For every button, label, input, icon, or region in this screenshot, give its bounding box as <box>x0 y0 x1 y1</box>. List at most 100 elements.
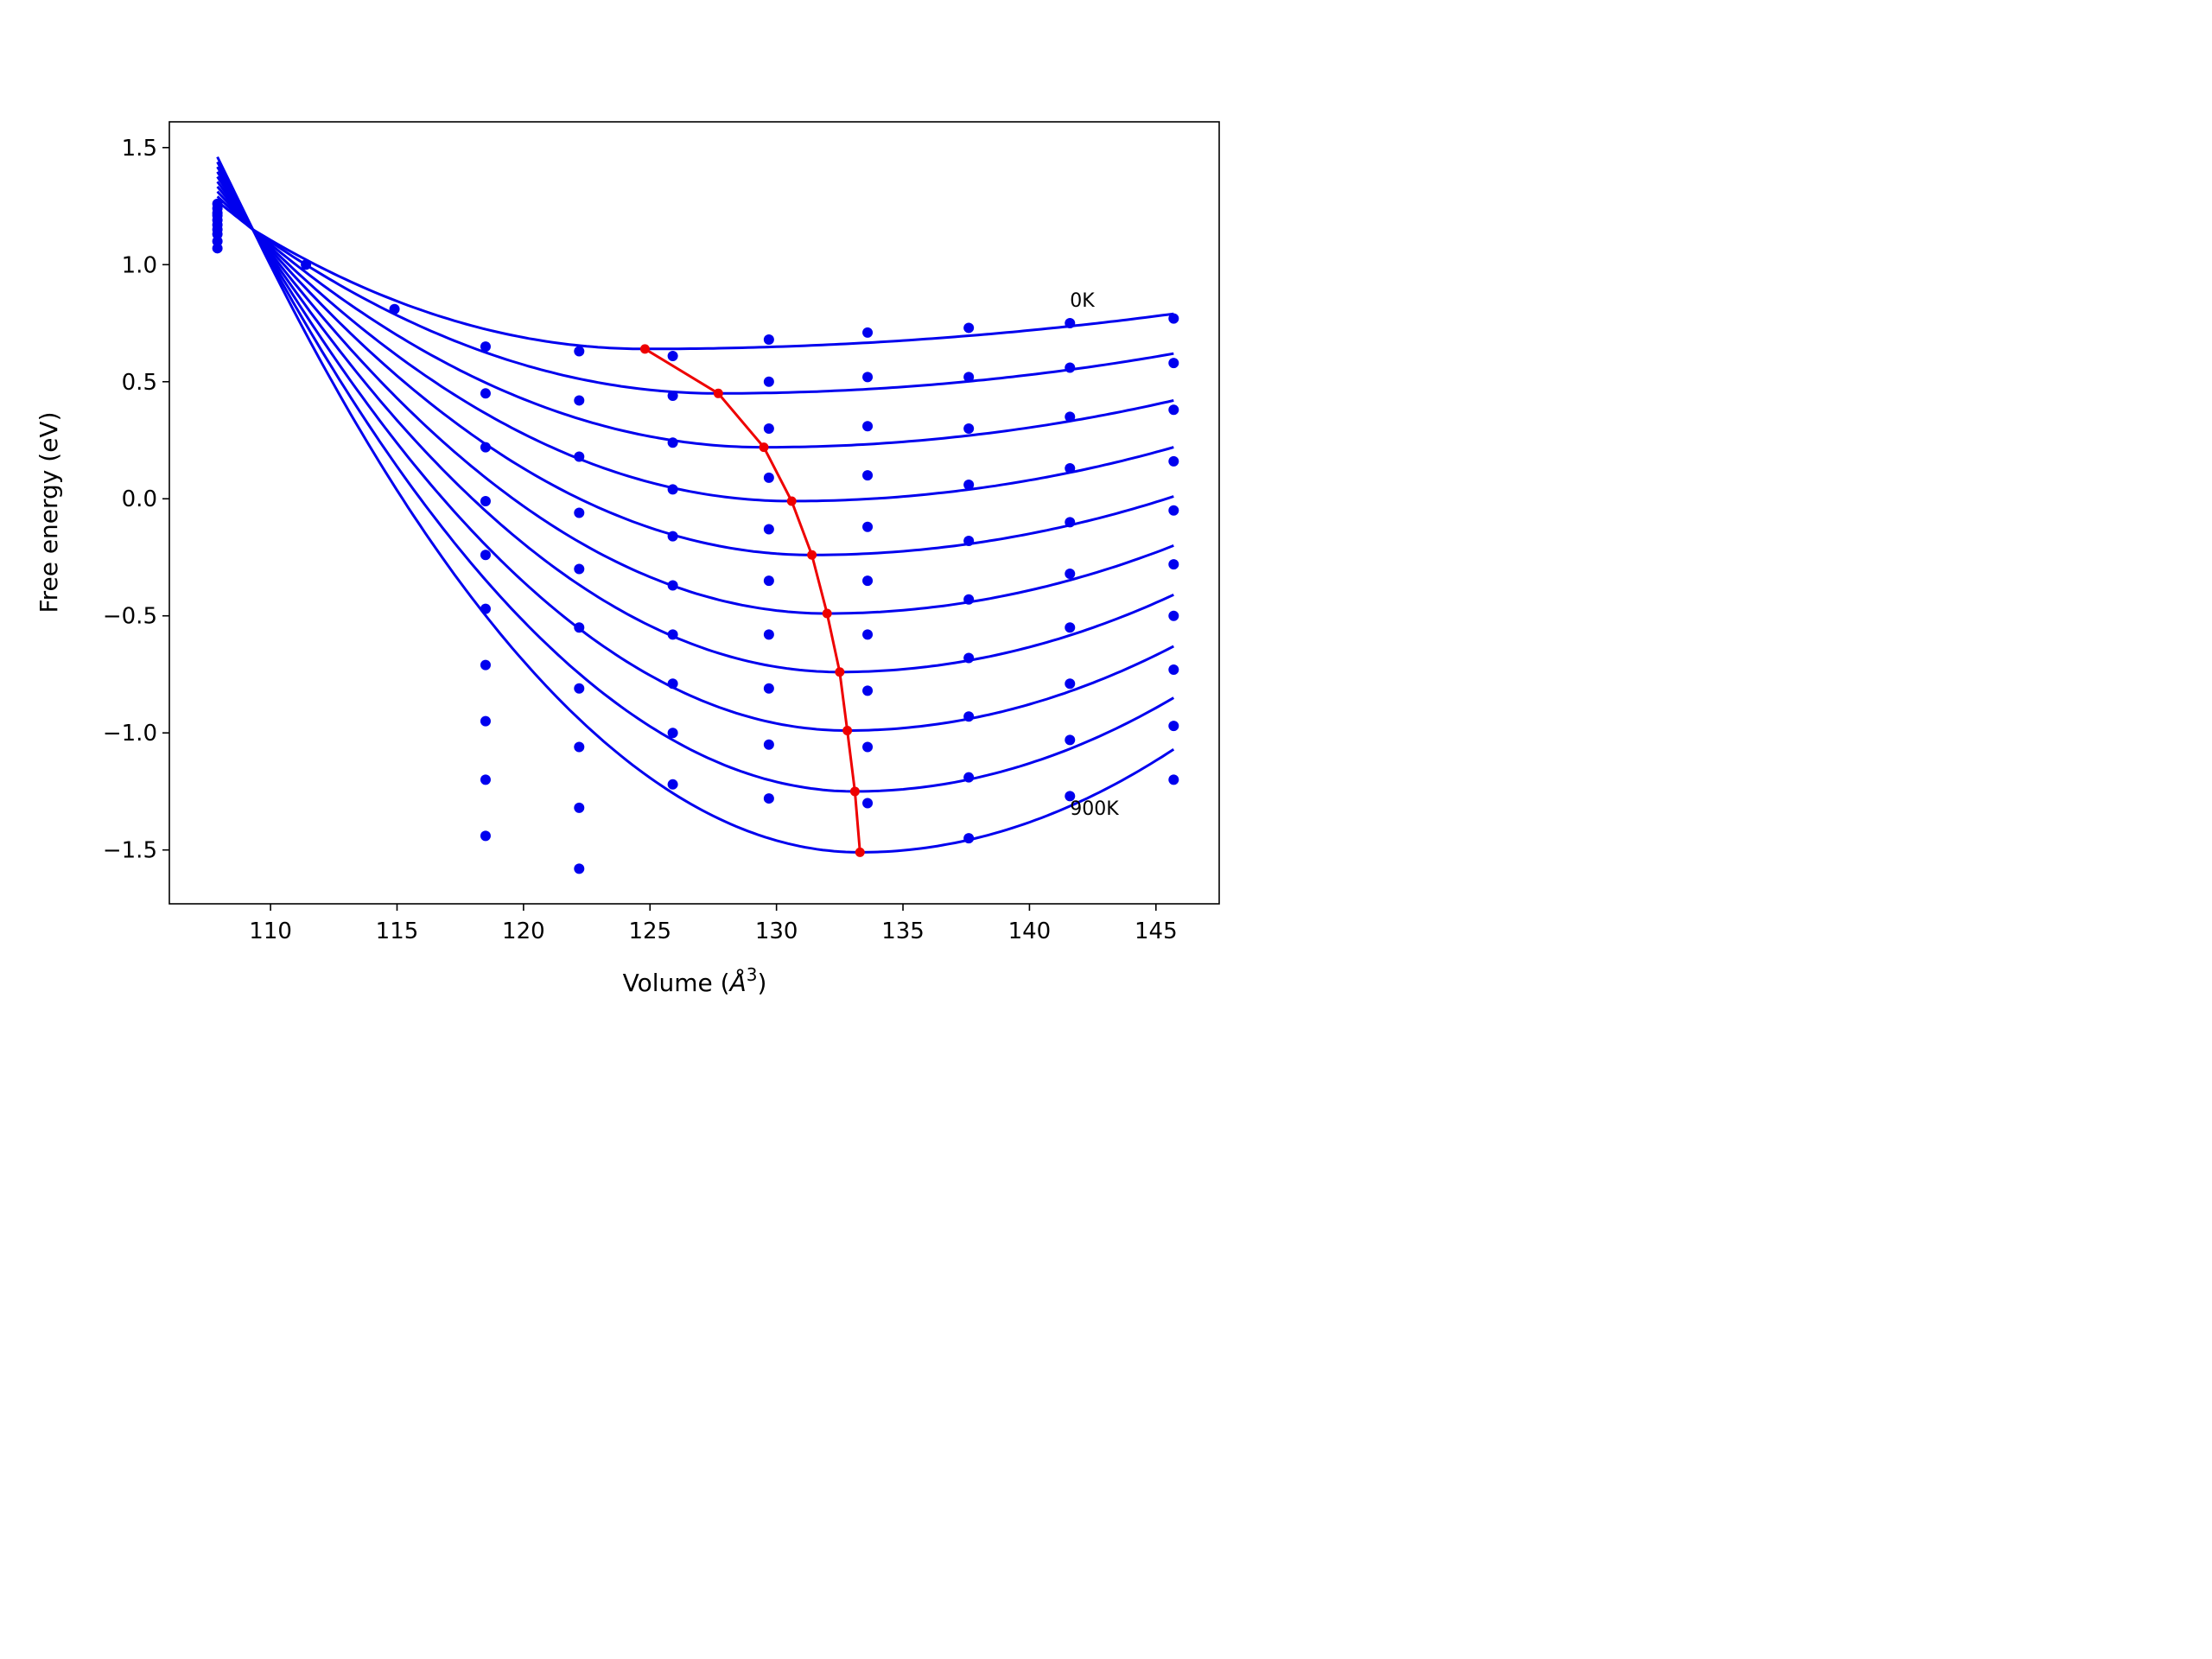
data-point <box>1065 411 1076 423</box>
fit-curve <box>216 200 1175 854</box>
data-point <box>574 802 585 813</box>
x-tick-label: 140 <box>1008 918 1052 944</box>
data-point <box>1065 318 1076 329</box>
data-point <box>763 739 774 750</box>
data-point <box>667 728 678 739</box>
data-point <box>963 772 975 783</box>
data-point <box>862 629 874 640</box>
data-point <box>480 774 491 785</box>
data-point <box>1065 622 1076 633</box>
data-point <box>480 495 491 506</box>
data-point <box>480 830 491 842</box>
y-tick-label: 1.5 <box>122 136 157 162</box>
data-point <box>963 372 975 383</box>
x-axis-label-text: Volume ( <box>623 969 730 997</box>
data-point <box>667 629 678 640</box>
minimum-point <box>842 725 853 735</box>
data-point <box>763 376 774 387</box>
data-point <box>667 350 678 361</box>
data-point <box>763 575 774 587</box>
data-point <box>1168 404 1179 416</box>
fit-curve <box>216 195 1175 793</box>
minimum-point <box>639 344 650 354</box>
fit-curve <box>216 186 1174 674</box>
data-point <box>862 741 874 753</box>
fit-curves <box>216 156 1175 854</box>
data-point <box>1168 455 1179 467</box>
x-tick-label: 130 <box>755 918 798 944</box>
data-point <box>574 507 585 518</box>
data-point <box>1168 774 1179 785</box>
fit-curve <box>216 166 1174 449</box>
data-point <box>1168 358 1179 369</box>
fit-curve <box>216 190 1174 732</box>
data-point <box>1065 517 1076 528</box>
data-point <box>963 833 975 844</box>
minimum-point <box>855 847 865 857</box>
data-point <box>480 388 491 399</box>
data-point <box>862 798 874 809</box>
data-point <box>763 793 774 804</box>
data-point <box>1168 610 1179 621</box>
free-energy-chart: 110 115 120 125 130 135 140 145 1.5 1.0 0.5 0.0 −0.… <box>0 0 1336 1002</box>
chart-background <box>0 0 1336 1002</box>
y-tick-label: −1.5 <box>103 838 157 864</box>
data-point <box>862 685 874 696</box>
data-point <box>480 603 491 614</box>
data-point <box>574 563 585 575</box>
annotations: 0K 900K <box>1070 290 1119 820</box>
data-point <box>389 303 400 315</box>
y-tick-label: 0.0 <box>122 486 157 512</box>
data-points <box>212 198 1179 874</box>
data-point <box>963 479 975 490</box>
data-point <box>862 421 874 432</box>
minimum-point <box>759 442 769 453</box>
x-tick-label: 145 <box>1135 918 1178 944</box>
data-point <box>963 711 975 722</box>
data-point <box>763 524 774 535</box>
data-point <box>667 484 678 495</box>
data-point <box>667 391 678 402</box>
data-point <box>1168 313 1179 324</box>
data-point <box>1168 559 1179 570</box>
temperature-annotation: 900K <box>1070 798 1119 820</box>
minima-line <box>639 344 865 857</box>
data-point <box>1065 568 1076 579</box>
temperature-annotation: 0K <box>1070 290 1095 312</box>
data-point <box>667 437 678 448</box>
x-axis-label-symbol: Å <box>728 968 747 997</box>
data-point <box>763 334 774 345</box>
data-point <box>763 472 774 483</box>
data-point <box>480 442 491 453</box>
x-axis-label: Volume (Å3) <box>623 964 767 997</box>
fit-curve <box>216 156 1174 351</box>
x-axis-label-end: ) <box>757 969 766 997</box>
data-point <box>763 683 774 694</box>
data-point <box>1065 463 1076 474</box>
data-point <box>667 678 678 690</box>
minimum-point <box>822 608 832 619</box>
data-point <box>574 863 585 874</box>
y-tick-label: −1.0 <box>103 721 157 747</box>
data-point <box>963 536 975 547</box>
minima-path <box>644 347 861 853</box>
x-tick-label: 115 <box>376 918 419 944</box>
x-tick-label: 110 <box>249 918 292 944</box>
fit-curve <box>216 171 1174 503</box>
minimum-point <box>713 388 723 398</box>
data-point <box>1168 721 1179 732</box>
x-tick-label: 120 <box>502 918 545 944</box>
data-point <box>574 451 585 462</box>
data-point <box>574 741 585 753</box>
data-point <box>667 580 678 591</box>
data-point <box>574 395 585 406</box>
data-point <box>763 629 774 640</box>
minimum-point <box>849 786 860 797</box>
data-point <box>301 259 312 270</box>
y-axis-label: Free energy (eV) <box>35 411 63 613</box>
data-point <box>963 594 975 605</box>
data-point <box>480 715 491 727</box>
plot-frame <box>168 121 1220 905</box>
data-point <box>480 341 491 353</box>
data-point <box>862 521 874 532</box>
